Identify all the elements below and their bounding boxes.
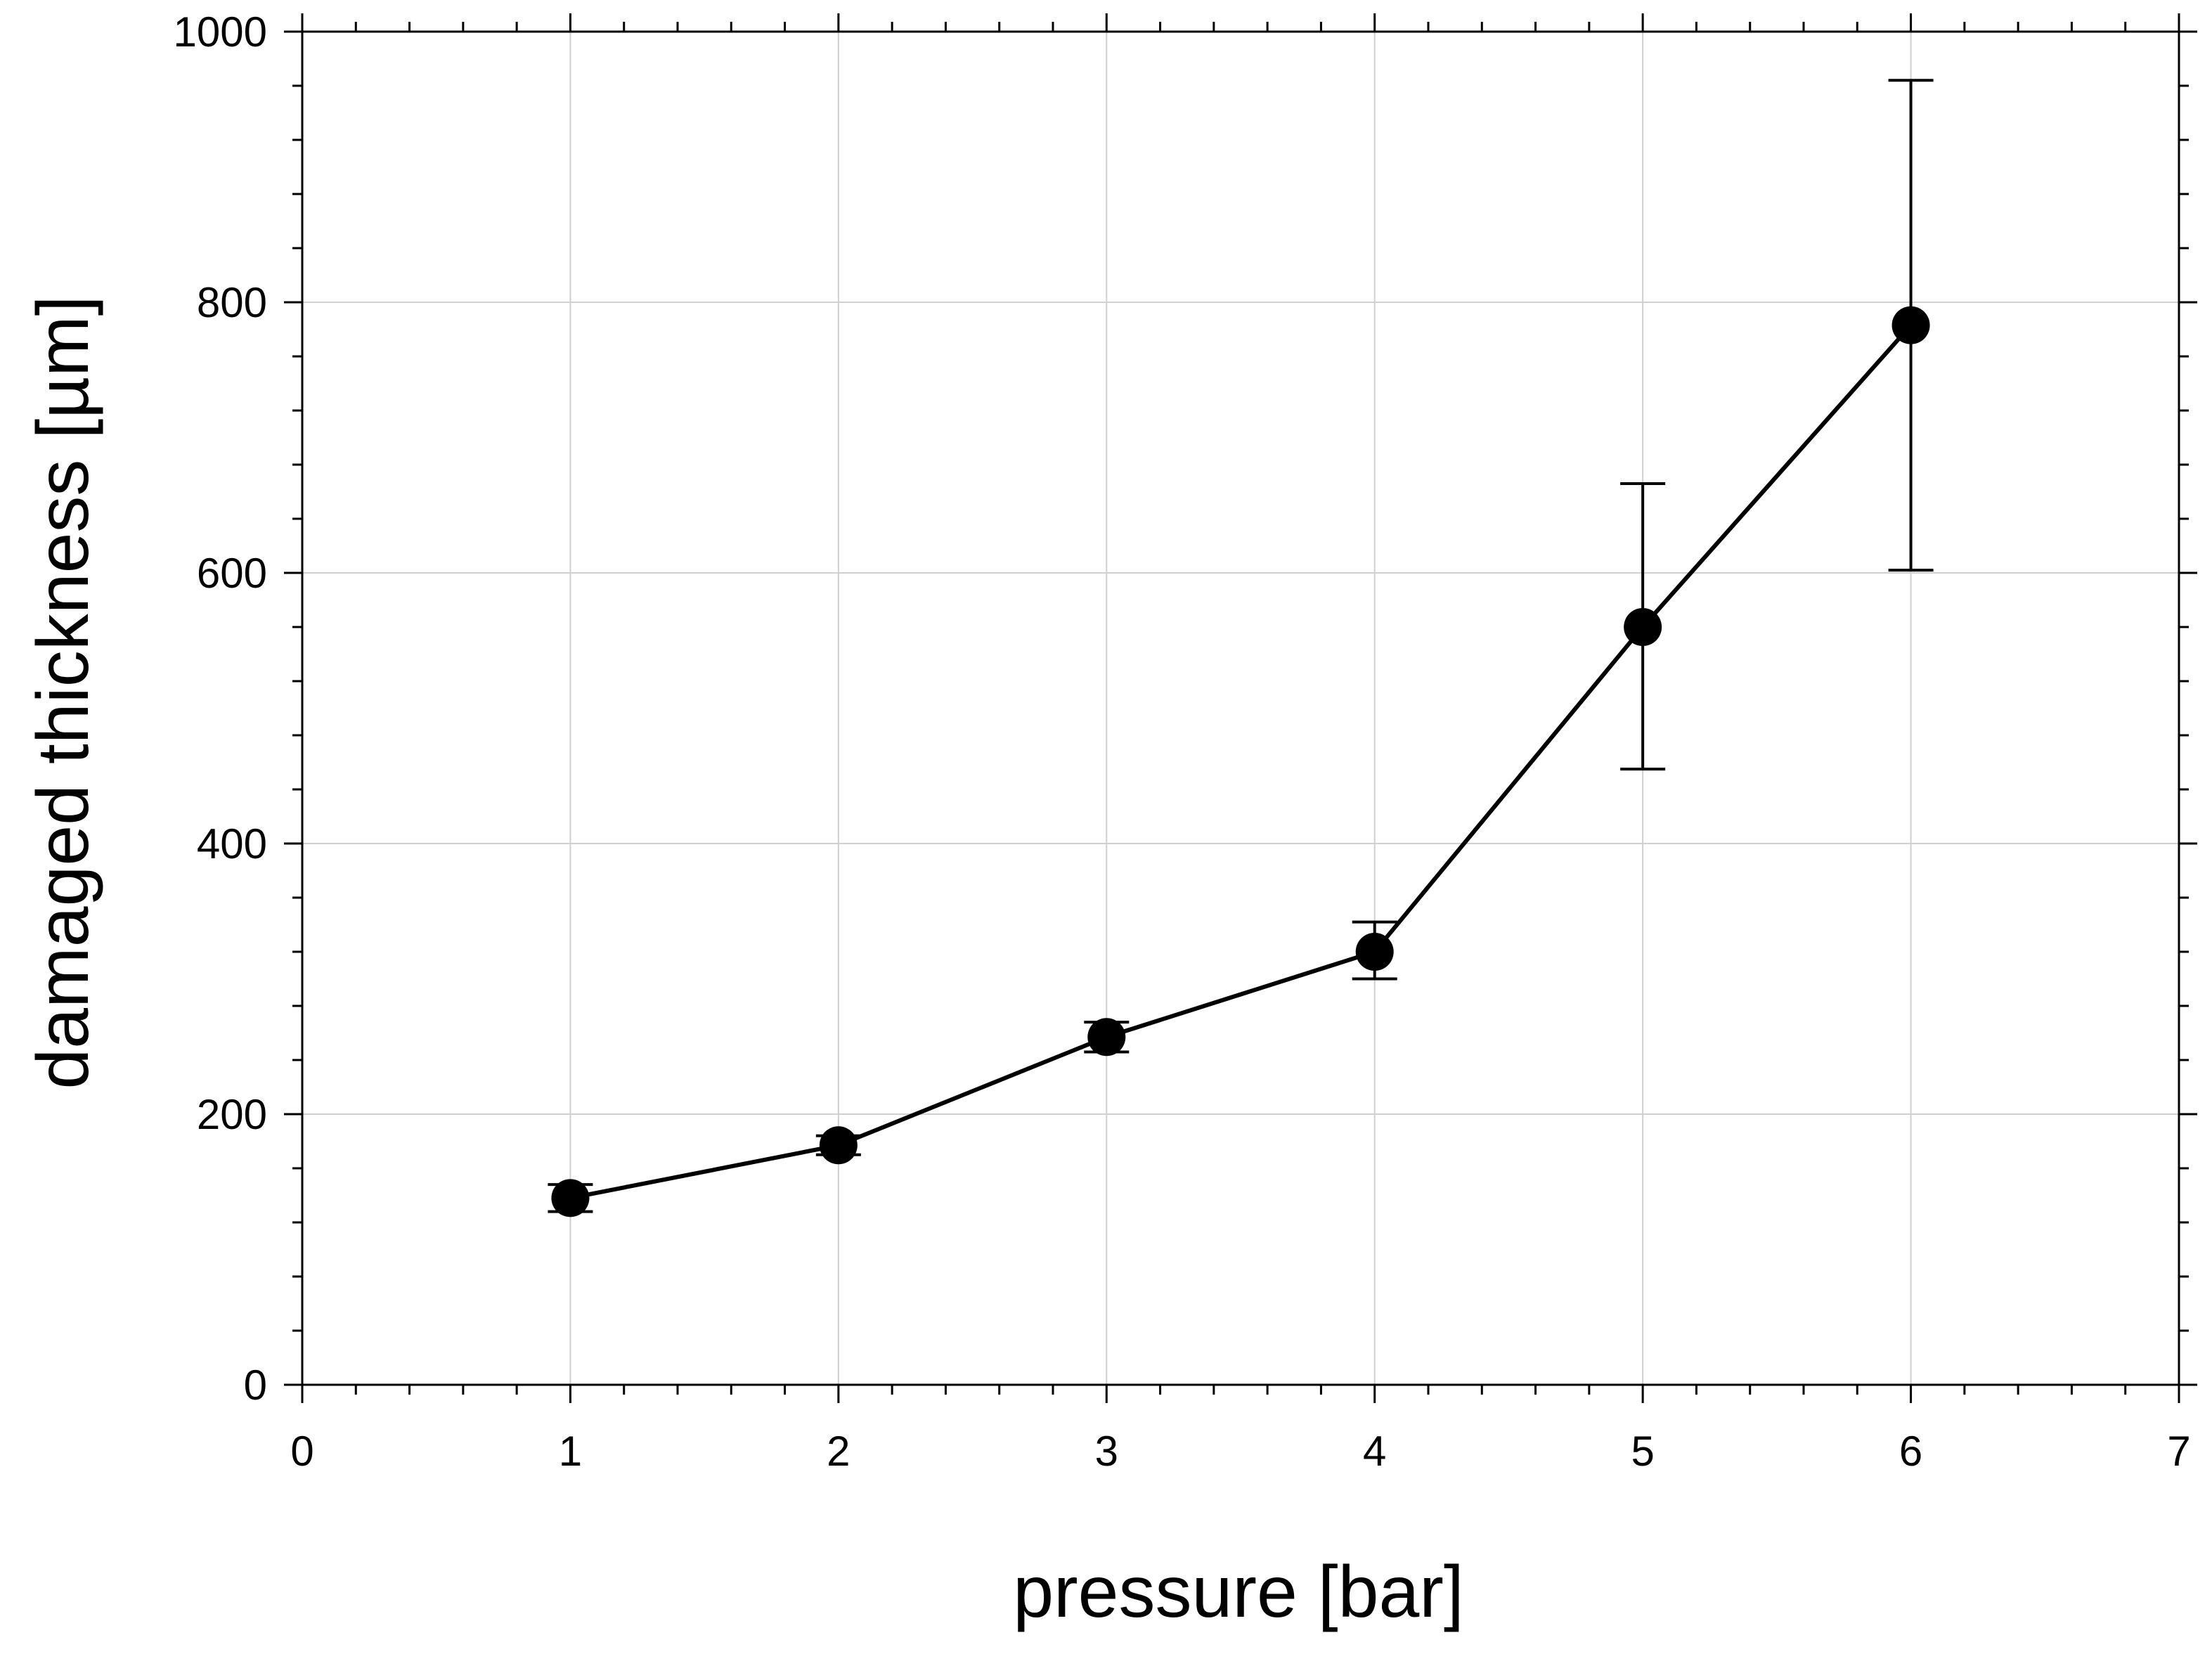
x-tick-label: 0 — [290, 1428, 313, 1475]
axes — [284, 13, 2197, 1403]
y-tick-label: 1000 — [174, 8, 267, 56]
grid — [302, 32, 2179, 1385]
y-tick-label: 0 — [244, 1362, 267, 1409]
x-axis-title: pressure [bar] — [1013, 1551, 1464, 1633]
plot-frame — [301, 30, 2180, 1386]
data-point — [1355, 933, 1394, 971]
data-point — [1624, 608, 1662, 646]
x-tick-label: 1 — [559, 1428, 582, 1475]
x-tick-label: 5 — [1631, 1428, 1654, 1475]
x-tick-label: 2 — [827, 1428, 850, 1475]
x-tick-label: 4 — [1363, 1428, 1386, 1475]
y-tick-label: 600 — [197, 550, 267, 597]
y-tick-label: 800 — [197, 279, 267, 326]
series-line — [569, 323, 1913, 1201]
data-series — [548, 79, 1934, 1217]
y-tick-label: 200 — [197, 1091, 267, 1138]
data-point — [1087, 1018, 1126, 1057]
tick-labels: 0 1 2 3 4 5 6 7 0 200 400 600 800 1000 — [174, 8, 2191, 1475]
y-tick-label: 400 — [197, 820, 267, 867]
data-point — [1891, 306, 1930, 344]
y-axis-title: damaged thickness [µm] — [22, 295, 104, 1089]
x-tick-label: 7 — [2167, 1428, 2190, 1475]
x-tick-label: 3 — [1095, 1428, 1118, 1475]
data-point — [819, 1126, 858, 1165]
data-point — [551, 1179, 590, 1217]
x-tick-label: 6 — [1899, 1428, 1922, 1475]
